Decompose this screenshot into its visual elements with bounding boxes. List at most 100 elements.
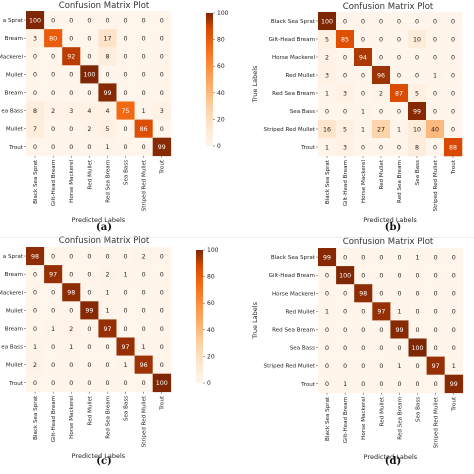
cell-value-label: 1 — [51, 326, 55, 333]
cell-value-label: 1 — [325, 144, 329, 151]
cell-value-label: 0 — [105, 17, 109, 24]
cell-value-label: 0 — [361, 345, 365, 352]
y-tick-label: Striped Red Mullet — [264, 364, 316, 370]
cell-value-label: 0 — [142, 308, 146, 315]
x-tick-label: Gilt-Head Bream — [51, 396, 57, 442]
cell-value-label: 0 — [87, 35, 91, 42]
heatmap-cell — [26, 119, 45, 138]
heatmap-cell — [444, 138, 463, 157]
heatmap-cell — [426, 338, 445, 357]
cell-value-label: 0 — [87, 271, 91, 278]
cell-value-label: 0 — [451, 90, 455, 97]
cell-value-label: 99 — [323, 254, 331, 261]
cell-value-label: 87 — [395, 90, 403, 97]
cell-value-label: 96 — [140, 362, 148, 369]
heatmap-cell — [444, 320, 464, 339]
heatmap-cell — [372, 102, 391, 121]
heatmap-cell — [444, 248, 464, 267]
cell-value-label: 0 — [343, 345, 347, 352]
cell-value-label: 0 — [33, 271, 37, 278]
cell-value-label: 0 — [434, 381, 438, 388]
cell-value-label: 0 — [142, 17, 146, 24]
heatmap-cell — [134, 319, 153, 338]
heatmap-cell — [116, 101, 135, 120]
x-tick-label: Sea Bass — [415, 160, 421, 185]
colorbar-tick-label: 100 — [207, 247, 219, 254]
heatmap-cell — [426, 84, 445, 103]
heatmap-cell — [390, 248, 409, 267]
x-tick-label: Red Sea Bream — [397, 397, 403, 440]
x-tick-label: Striped Red Mullet — [142, 395, 148, 447]
cell-value-label: 80 — [49, 35, 57, 42]
heatmap-cell — [390, 12, 409, 31]
cell-value-label: 0 — [160, 253, 164, 260]
heatmap-cell — [426, 248, 445, 267]
heatmap-cell — [152, 265, 172, 284]
cell-value-label: 0 — [69, 380, 73, 387]
heatmap-cell — [62, 137, 81, 157]
cell-value-label: 0 — [361, 363, 365, 370]
heatmap-cell — [116, 337, 135, 356]
x-tick-label: Gilt-Head Bream — [343, 160, 349, 206]
cell-value-label: 0 — [397, 36, 401, 43]
cell-value-label: 0 — [69, 308, 73, 315]
x-tick-label: Gilt-Head Bream — [343, 397, 349, 443]
cell-value-label: 0 — [416, 309, 420, 316]
x-tick-label: Red Mullet — [87, 395, 93, 425]
cell-value-label: 0 — [124, 253, 128, 260]
y-tick-label: a Sprat — [3, 18, 24, 24]
cell-value-label: 0 — [397, 381, 401, 388]
cell-value-label: 0 — [397, 108, 401, 115]
y-tick-label: Mullet — [6, 127, 24, 133]
heatmap-cell — [408, 374, 427, 394]
heatmap-cell — [318, 120, 337, 139]
heatmap-cell — [354, 30, 373, 49]
heatmap-cell — [152, 101, 172, 120]
cell-value-label: 0 — [105, 72, 109, 79]
cell-value-label: 0 — [87, 90, 91, 97]
heatmap-cell — [408, 266, 427, 285]
cell-value-label: 0 — [416, 363, 420, 370]
cell-value-label: 0 — [87, 17, 91, 24]
heatmap-cell — [26, 47, 45, 66]
heatmap-cell — [336, 102, 355, 121]
x-tick-label: Black Sea Sprat — [33, 395, 39, 440]
heatmap-cell — [98, 265, 117, 284]
cell-value-label: 2 — [142, 253, 146, 260]
heatmap-cell — [372, 302, 391, 321]
heatmap-cell — [116, 265, 135, 284]
cell-value-label: 0 — [160, 126, 164, 133]
cell-value-label: 0 — [69, 126, 73, 133]
cell-value-label: 0 — [343, 18, 347, 25]
cell-value-label: 0 — [124, 308, 128, 315]
heatmap-cell — [408, 84, 427, 103]
colorbar-tick-label: 0 — [217, 143, 221, 150]
cell-value-label: 1 — [142, 344, 146, 351]
heatmap-cell — [390, 320, 409, 339]
y-tick-label: Red Sea Bream — [272, 91, 315, 97]
heatmap-cell — [80, 11, 99, 30]
heatmap-cell — [390, 374, 409, 394]
heatmap-cell — [44, 137, 63, 157]
x-tick-label: Trout — [451, 159, 457, 175]
cell-value-label: 0 — [379, 254, 383, 261]
heatmap-cell — [44, 337, 63, 356]
colorbar-tick-label: 20 — [217, 116, 225, 123]
y-tick-label: Trout — [300, 145, 316, 151]
y-tick-label: Red Mullet — [285, 73, 315, 79]
heatmap-cell — [26, 373, 45, 393]
heatmap-cell — [62, 29, 81, 48]
cell-value-label: 0 — [51, 90, 55, 97]
heatmap-cell — [152, 29, 172, 48]
cell-value-label: 0 — [51, 17, 55, 24]
heatmap-cell — [116, 355, 135, 374]
cell-value-label: 0 — [87, 380, 91, 387]
cell-value-label: 86 — [140, 126, 148, 133]
heatmap-cell — [408, 48, 427, 67]
heatmap-cell — [444, 84, 463, 103]
y-axis-label: True Labels — [251, 301, 259, 339]
cell-value-label: 0 — [160, 90, 164, 97]
cell-value-label: 97 — [122, 344, 130, 351]
heatmap-cell — [354, 138, 373, 157]
heatmap-cell — [444, 12, 463, 31]
